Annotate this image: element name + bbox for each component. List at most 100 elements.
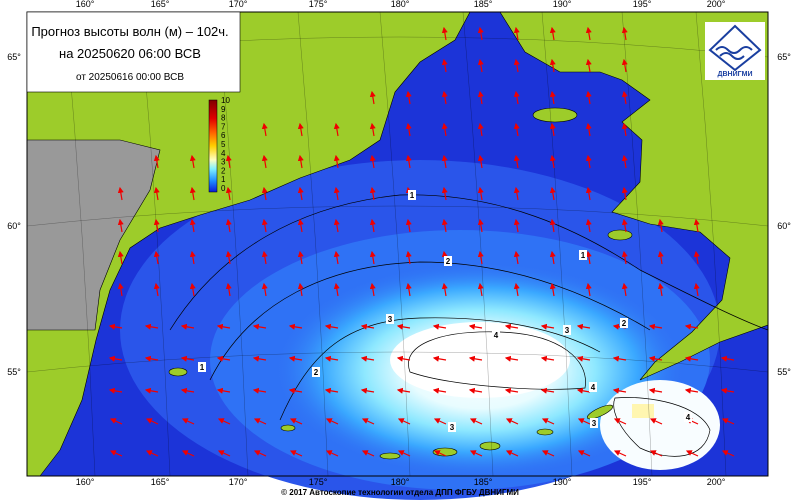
wind-arrow <box>181 418 195 425</box>
wind-arrow <box>396 355 411 362</box>
colorbar-tick-label: 2 <box>221 166 226 175</box>
wind-arrow <box>477 58 484 73</box>
wind-arrow <box>396 387 411 394</box>
wind-arrow <box>252 355 267 362</box>
contour-label: 3 <box>450 423 455 432</box>
wind-arrow <box>513 218 520 233</box>
wind-arrow <box>333 154 340 169</box>
wind-arrow <box>540 323 555 330</box>
wind-arrow <box>333 186 340 201</box>
logo-diamond <box>708 24 762 72</box>
contour-label-bg <box>312 367 320 377</box>
contour-label: 1 <box>410 191 415 200</box>
wind-arrow <box>397 418 411 425</box>
wind-arrow <box>513 58 520 73</box>
wind-arrow <box>216 355 231 362</box>
wind-arrow <box>549 154 556 169</box>
wind-arrow <box>621 186 628 201</box>
contour-label-bg <box>620 318 628 328</box>
wind-arrow <box>469 418 483 425</box>
island <box>532 107 578 123</box>
contour-label: 3 <box>388 315 393 324</box>
lon-label-bottom: 160° <box>76 477 95 487</box>
wind-arrow <box>117 282 124 297</box>
contour-label: 4 <box>686 413 691 422</box>
island <box>280 424 296 432</box>
contour-label-bg <box>444 256 452 266</box>
wind-arrow <box>549 90 556 105</box>
wind-arrow <box>576 323 591 330</box>
contour-line <box>279 317 601 421</box>
wind-arrow <box>477 122 484 137</box>
wind-arrow <box>576 355 591 362</box>
wind-arrow <box>361 418 375 425</box>
island <box>479 441 501 451</box>
lon-label-top: 160° <box>76 0 95 9</box>
wind-arrow <box>549 250 556 265</box>
wind-arrow <box>117 218 124 233</box>
wind-arrow <box>369 90 376 105</box>
wind-arrow <box>441 282 448 297</box>
wind-arrow <box>288 387 303 394</box>
wind-arrow <box>505 450 519 457</box>
island <box>586 404 614 420</box>
wind-arrow <box>289 418 303 425</box>
lon-label-top: 170° <box>229 0 248 9</box>
contour-label-bg <box>408 190 416 200</box>
wind-arrow <box>297 186 304 201</box>
lat-label-right: 55° <box>777 367 791 377</box>
wind-arrow <box>441 58 448 73</box>
wind-arrow <box>621 90 628 105</box>
contour-label: 1 <box>581 251 586 260</box>
wind-arrow <box>585 218 592 233</box>
lon-label-bottom: 185° <box>474 477 493 487</box>
wind-arrow <box>693 218 700 233</box>
contour-line <box>408 331 586 390</box>
contour-label: 1 <box>200 363 205 372</box>
wind-arrow <box>297 154 304 169</box>
wind-arrow <box>261 154 268 169</box>
wind-arrow <box>433 418 447 425</box>
wind-arrow <box>549 58 556 73</box>
title: Прогноз высоты волн (м) – 102ч. <box>31 24 228 39</box>
contours <box>169 194 769 457</box>
colorbar-tick-label: 0 <box>221 184 226 193</box>
wind-arrow <box>261 250 268 265</box>
wind-arrow <box>324 355 339 362</box>
land <box>26 11 769 477</box>
wind-arrow <box>585 282 592 297</box>
wind-arrow <box>369 250 376 265</box>
wind-arrow <box>109 450 123 457</box>
wind-arrow <box>441 186 448 201</box>
wind-arrow <box>721 418 735 425</box>
wind-arrow <box>648 323 663 330</box>
wind-arrow <box>541 418 555 425</box>
lon-label-bottom: 165° <box>151 477 170 487</box>
island <box>168 367 188 377</box>
colorbar-tick-label: 4 <box>221 149 226 158</box>
lon-label-bottom: 195° <box>633 477 652 487</box>
wind-arrow <box>405 122 412 137</box>
contour-label-bg <box>684 412 692 422</box>
contour-label-bg <box>563 325 571 335</box>
wind-arrow <box>613 450 627 457</box>
wind-arrow <box>585 122 592 137</box>
wind-arrow <box>477 282 484 297</box>
wind-arrow <box>360 355 375 362</box>
contour-label: 2 <box>446 257 451 266</box>
wind-arrow <box>360 387 375 394</box>
wind-arrow <box>325 418 339 425</box>
wind-arrow <box>405 250 412 265</box>
wind-arrow <box>577 450 591 457</box>
lat-label-left: 55° <box>7 367 21 377</box>
island <box>536 428 554 436</box>
wind-arrow <box>477 154 484 169</box>
wind-arrow <box>297 282 304 297</box>
lon-label-bottom: 170° <box>229 477 248 487</box>
wind-arrow <box>153 154 160 169</box>
meridian <box>462 11 494 477</box>
colorbar-tick-label: 1 <box>221 175 226 184</box>
meridian <box>379 11 411 477</box>
parallel <box>26 351 769 373</box>
contour-label: 4 <box>494 331 499 340</box>
